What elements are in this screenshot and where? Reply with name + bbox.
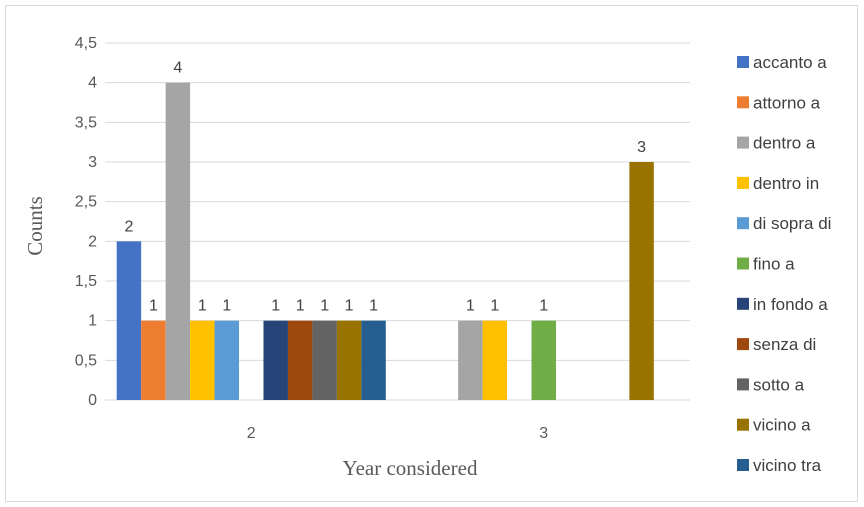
bar (531, 320, 556, 400)
bar (116, 241, 142, 400)
legend-swatch (737, 378, 749, 391)
y-tick-label: 2,5 (75, 194, 97, 211)
x-tick-label: 2 (247, 425, 256, 442)
legend-label: di sopra di (753, 214, 831, 233)
bar (287, 320, 313, 400)
legend-swatch (737, 56, 749, 68)
legend-swatch (737, 459, 749, 471)
y-tick-label: 3 (88, 154, 97, 171)
bar (361, 320, 386, 400)
chart-frame (5, 5, 858, 502)
data-label: 1 (490, 298, 499, 315)
bar (336, 320, 362, 400)
legend-swatch (737, 297, 749, 310)
legend-label: accanto a (753, 53, 827, 72)
bar (190, 320, 215, 400)
data-label: 1 (539, 298, 548, 315)
x-axis-title: Year considered (343, 456, 478, 480)
bar (263, 320, 288, 400)
y-axis-ticks: 0 0,5 1 1,5 2 2,5 3 3,5 4 4,5 (75, 35, 97, 409)
data-label: 1 (296, 298, 305, 315)
legend-swatch (737, 418, 749, 431)
data-label: 1 (149, 298, 158, 315)
y-tick-label: 4 (88, 75, 97, 92)
data-label: 1 (369, 298, 378, 315)
legend-swatch (737, 136, 749, 149)
bar (312, 320, 337, 400)
x-tick-label: 3 (539, 425, 548, 442)
bar (165, 82, 191, 401)
bar (141, 320, 166, 400)
data-label: 2 (124, 218, 133, 235)
data-label: 1 (320, 298, 329, 315)
legend-label: dentro a (753, 134, 816, 153)
legend-label: vicino a (753, 416, 811, 435)
data-label: 1 (466, 298, 475, 315)
y-tick-label: 2 (88, 233, 97, 250)
bar (629, 162, 654, 400)
bar (214, 320, 240, 400)
legend-label: dentro in (753, 174, 819, 193)
data-label: 1 (222, 298, 231, 315)
bar (482, 320, 508, 400)
data-label: 1 (271, 298, 280, 315)
y-axis-title: Counts (23, 196, 47, 256)
y-tick-label: 1,5 (75, 273, 97, 290)
data-label: 1 (345, 298, 354, 315)
legend-label: senza di (753, 335, 816, 354)
legend-swatch (737, 257, 749, 270)
legend-label: sotto a (753, 375, 805, 394)
legend-label: in fondo a (753, 295, 828, 314)
data-label: 1 (198, 298, 207, 315)
y-tick-label: 0,5 (75, 352, 97, 369)
legend-label: attorno a (753, 93, 821, 112)
bars (116, 82, 654, 401)
y-tick-label: 1 (88, 313, 97, 330)
y-tick-label: 4,5 (75, 35, 97, 52)
data-label: 3 (637, 139, 646, 156)
legend-swatch (737, 338, 749, 351)
legend-swatch (737, 217, 749, 230)
legend-label: fino a (753, 255, 795, 274)
legend: accanto a attorno a dentro a dentro in di so… (737, 53, 831, 475)
legend-label: vicino tra (753, 456, 822, 475)
legend-swatch (737, 176, 749, 189)
data-label: 4 (173, 60, 182, 77)
y-tick-label: 3,5 (75, 114, 97, 131)
legend-swatch (737, 96, 749, 109)
y-tick-label: 0 (88, 392, 97, 409)
bar (458, 320, 483, 400)
